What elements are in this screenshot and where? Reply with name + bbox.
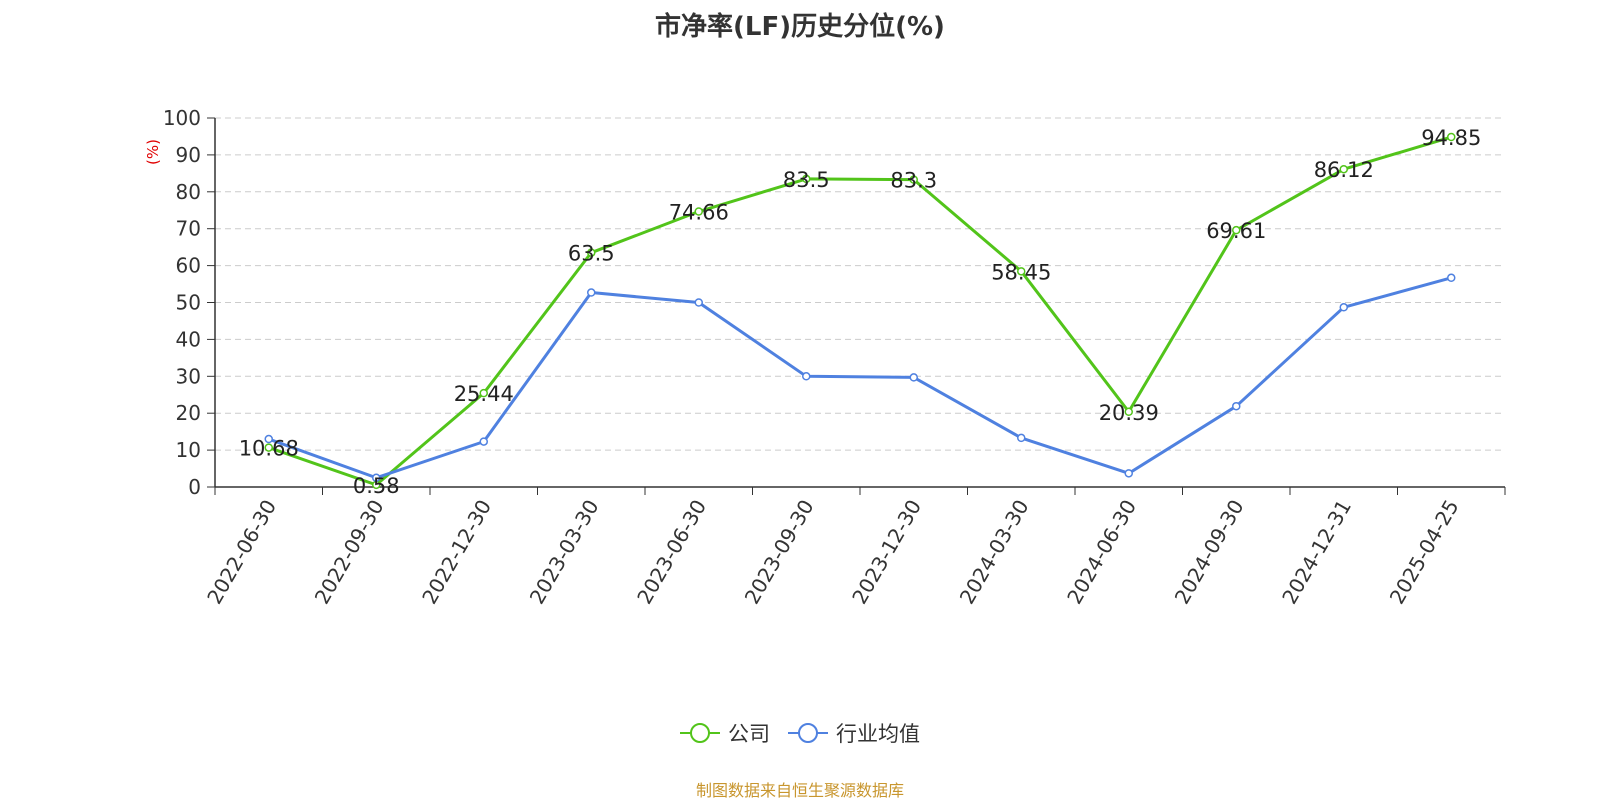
y-tick-label: 40 <box>176 327 201 351</box>
data-source-note: 制图数据来自恒生聚源数据库 <box>695 781 904 800</box>
y-tick-label: 60 <box>176 254 201 278</box>
y-tick-label: 80 <box>176 180 201 204</box>
y-tick-label: 70 <box>176 217 201 241</box>
x-tick-label: 2023-06-30 <box>632 496 711 609</box>
x-tick-label: 2024-09-30 <box>1170 496 1249 609</box>
data-label-company: 94.85 <box>1421 126 1481 150</box>
data-label-company: 69.61 <box>1206 219 1266 243</box>
y-tick-label: 20 <box>176 401 201 425</box>
data-label-company: 83.5 <box>783 168 830 192</box>
legend-label-company: 公司 <box>728 722 770 746</box>
data-point-industry-average <box>587 288 596 297</box>
data-label-company: 20.39 <box>1099 401 1159 425</box>
data-label-company: 63.5 <box>568 242 615 266</box>
data-label-company: 86.12 <box>1314 158 1374 182</box>
x-tick-label: 2024-06-30 <box>1062 496 1141 609</box>
series-lines <box>264 132 1456 490</box>
x-tick-label: 2022-12-30 <box>417 496 496 609</box>
data-point-company <box>479 388 488 398</box>
legend-marker-industry-icon <box>788 723 828 743</box>
data-point-company <box>802 174 811 184</box>
x-tick-label: 2024-03-30 <box>955 496 1034 609</box>
legend-item-company[interactable]: 公司 <box>680 718 770 748</box>
data-point-company <box>1232 225 1241 235</box>
data-point-industry-average <box>1339 303 1348 312</box>
x-tick-label: 2023-09-30 <box>740 496 819 609</box>
data-point-industry-average <box>1017 433 1026 443</box>
grid-lines <box>215 117 1505 451</box>
data-point-industry-average <box>1232 401 1241 411</box>
data-point-industry-average <box>264 434 273 444</box>
data-label-company: 0.58 <box>353 474 400 498</box>
data-point-industry-average <box>372 473 381 483</box>
y-tick-label: 50 <box>176 291 201 315</box>
data-point-industry-average <box>1124 469 1133 478</box>
x-tick-label: 2023-12-30 <box>847 496 926 609</box>
data-point-industry-average <box>802 372 811 381</box>
y-tick-label: 100 <box>163 106 201 130</box>
data-label-company: 10.68 <box>239 437 299 461</box>
data-label-company: 83.3 <box>890 169 937 193</box>
data-point-company <box>694 207 703 216</box>
data-point-company <box>264 443 273 452</box>
data-label-company: 58.45 <box>991 260 1051 284</box>
data-point-company <box>1124 407 1133 417</box>
y-tick-label: 0 <box>188 475 201 499</box>
data-label-company: 74.66 <box>669 201 729 225</box>
legend-marker-company-icon <box>680 723 720 743</box>
x-tick-label: 2022-09-30 <box>310 496 389 609</box>
data-point-industry-average <box>1447 273 1456 283</box>
legend-item-industry-average[interactable]: 行业均值 <box>788 718 920 748</box>
y-axis-label: (%) <box>144 139 162 165</box>
y-tick-label: 10 <box>176 438 201 462</box>
legend-label-industry-average: 行业均值 <box>836 722 920 746</box>
data-point-company <box>1339 164 1348 174</box>
data-point-company <box>909 175 918 184</box>
data-point-industry-average <box>694 298 703 307</box>
axes: 0 10 20 30 40 50 60 70 80 90 100 2022-06-30 2022-09-… <box>163 106 1506 609</box>
y-tick-label: 90 <box>176 143 201 167</box>
data-point-industry-average <box>909 373 918 382</box>
series-line-company <box>268 135 1452 487</box>
data-labels: 10.68 0.58 25.44 63.5 74.66 83.5 83.3 58.45 20.3… <box>239 126 1482 498</box>
y-tick-label: 30 <box>176 364 201 388</box>
x-tick-label: 2024-12-31 <box>1277 496 1356 609</box>
series-line-industry-average <box>268 276 1452 480</box>
data-point-company <box>1017 267 1026 276</box>
legend: 公司 行业均值 <box>0 718 1600 748</box>
data-point-company <box>587 248 596 257</box>
x-tick-label: 2025-04-25 <box>1385 496 1464 609</box>
data-label-company: 25.44 <box>454 382 514 406</box>
chart-title: 市净率(LF)历史分位(%) <box>655 12 945 42</box>
x-tick-label: 2023-03-30 <box>525 496 604 609</box>
data-point-industry-average <box>479 437 488 446</box>
data-point-company <box>1447 132 1456 142</box>
x-tick-label: 2022-06-30 <box>202 496 281 609</box>
